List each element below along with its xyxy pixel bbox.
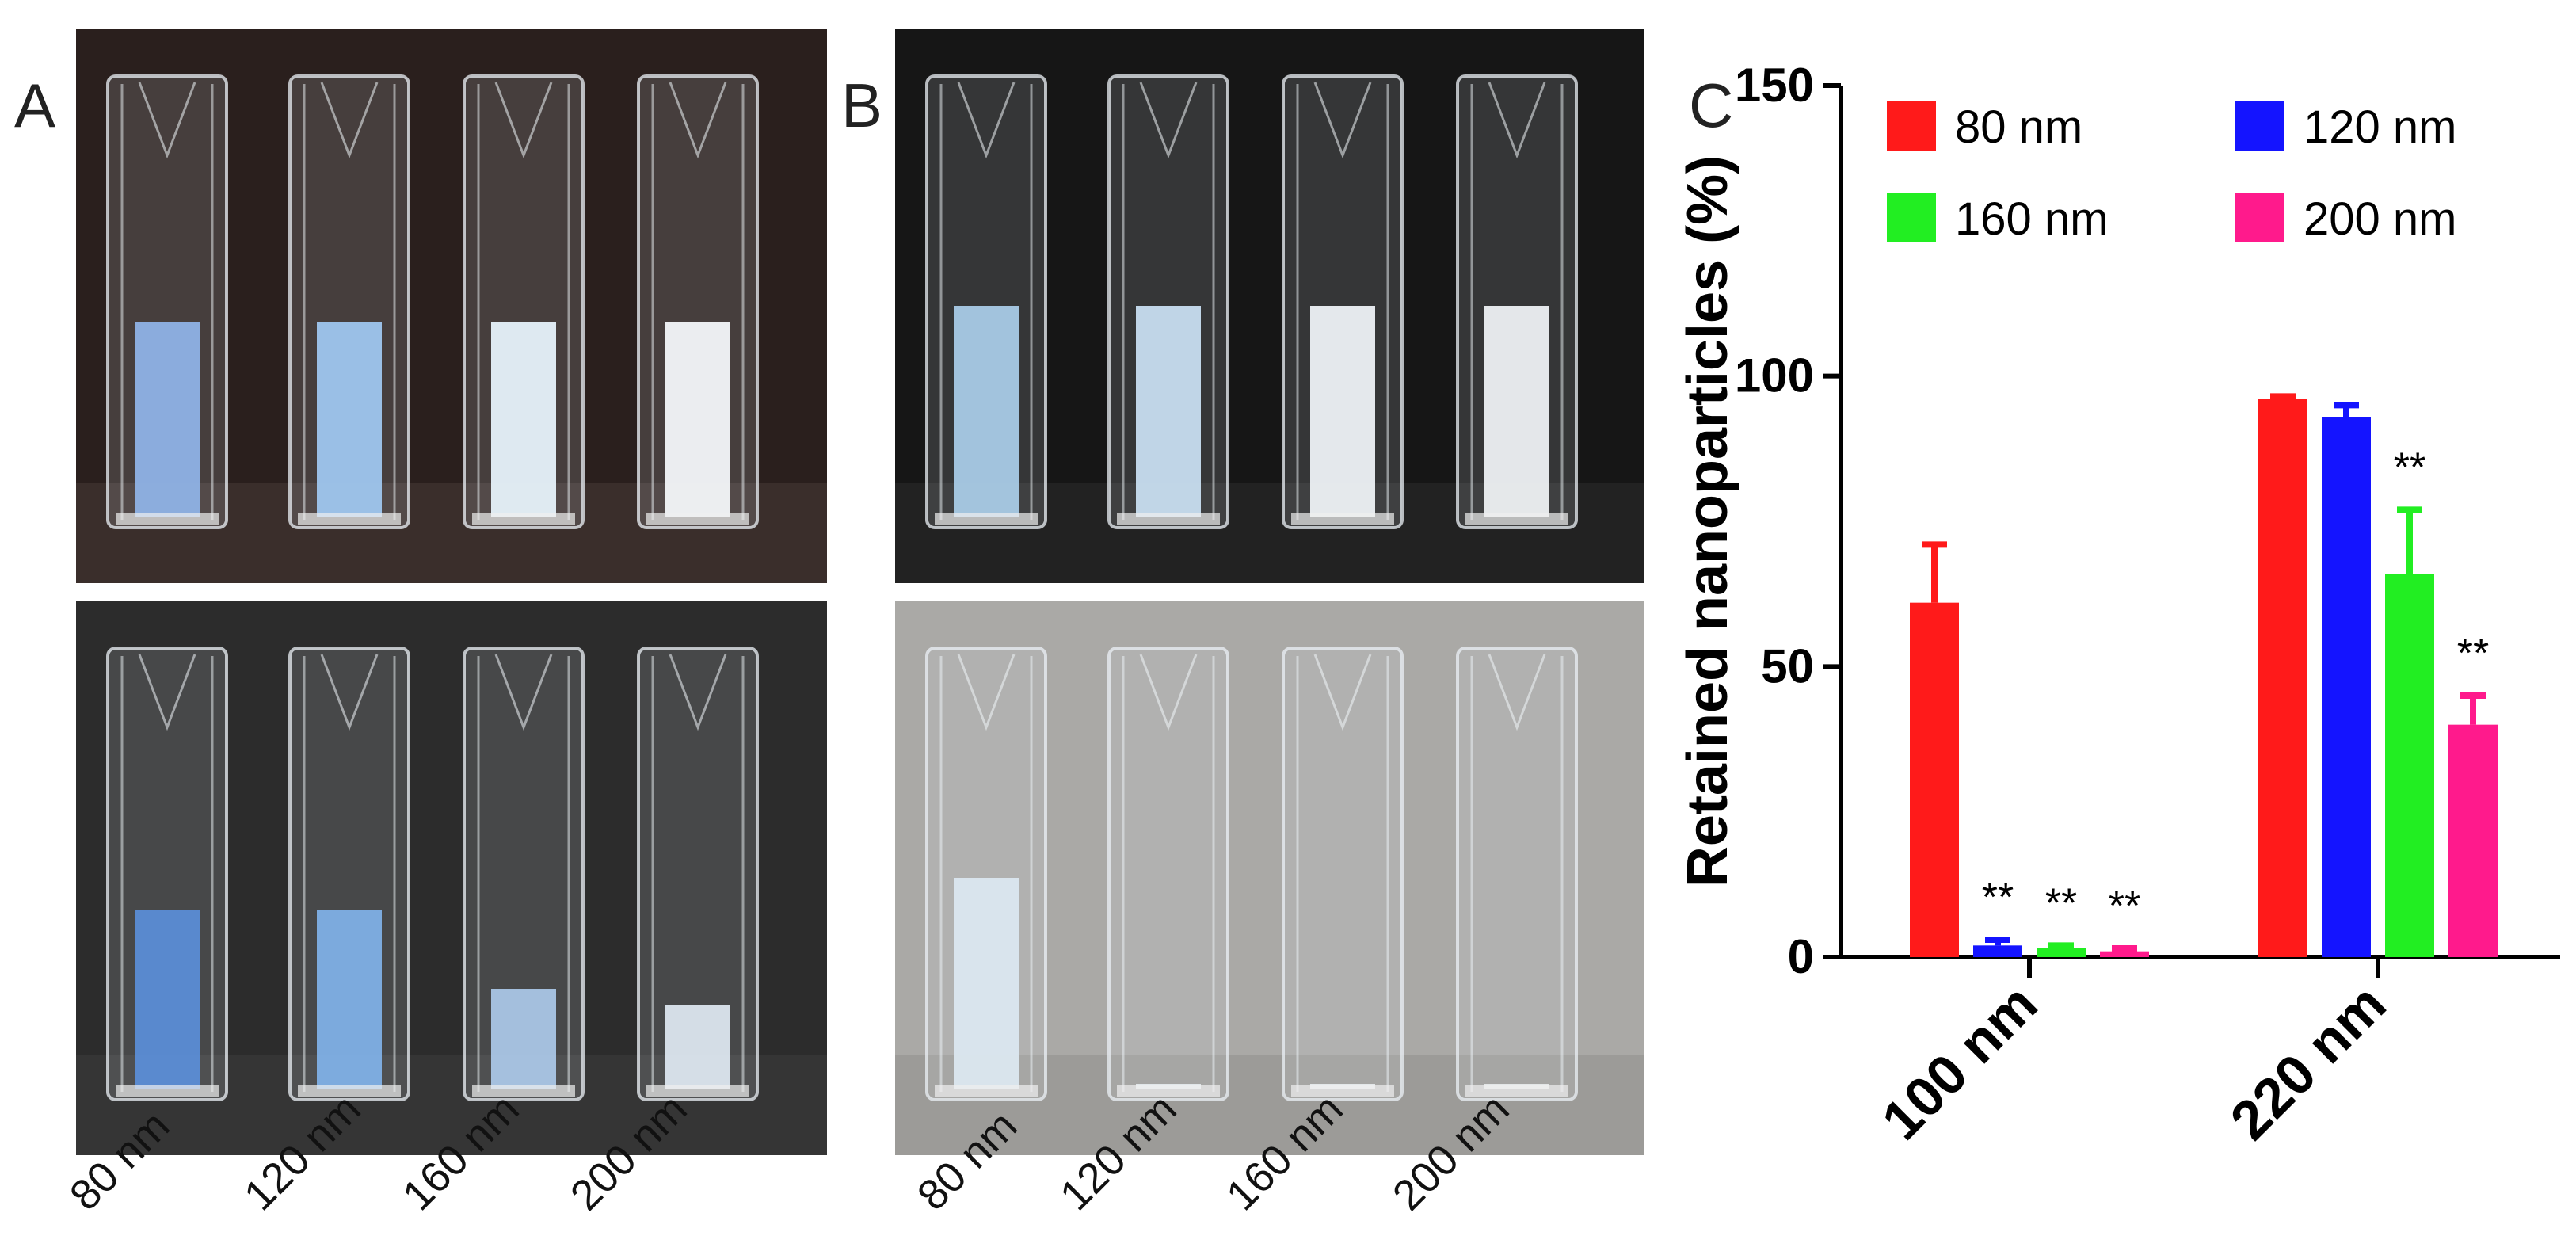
bar [1973, 945, 2022, 957]
liquid [135, 322, 200, 517]
legend-swatch [2235, 101, 2284, 151]
liquid [317, 910, 382, 1089]
significance-label: ** [2394, 444, 2425, 490]
cuvette [1107, 647, 1229, 1101]
liquid [491, 989, 556, 1089]
bar [1910, 602, 1959, 957]
legend-label: 120 nm [2304, 101, 2456, 153]
y-tick-label: 50 [1761, 639, 1814, 692]
legend-swatch [2235, 193, 2284, 242]
liquid [954, 306, 1019, 517]
cuvette [106, 647, 228, 1101]
photo-a-before [76, 29, 827, 583]
panel-a-letter: A [14, 71, 56, 140]
legend-swatch [1887, 193, 1936, 242]
y-tick-label: 0 [1788, 930, 1814, 983]
liquid [317, 322, 382, 517]
bar [2322, 417, 2371, 957]
cuvette-photo-a-after [76, 601, 827, 1155]
legend-label: 80 nm [1955, 101, 2083, 153]
x-tick-label: 100 nm [1870, 972, 2049, 1151]
cuvette [463, 74, 585, 529]
cuvette [463, 647, 585, 1101]
cuvette [1456, 74, 1578, 529]
cuvette-photo-b-after [895, 601, 1644, 1155]
significance-label: ** [2109, 883, 2140, 929]
y-tick-label: 100 [1735, 349, 1814, 402]
liquid [135, 910, 200, 1089]
cuvette-photo-a-before [76, 29, 827, 583]
panel-c-letter: C [1689, 71, 1734, 140]
bar-chart: 0 50 100 150 Retained nanoparticles (%) ** ** *… [1681, 59, 2560, 1151]
liquid [665, 1005, 730, 1089]
bar [2100, 951, 2149, 957]
cuvette [288, 647, 410, 1101]
photo-b-before [895, 29, 1644, 583]
y-tick-label: 150 [1735, 59, 1814, 112]
liquid [1484, 306, 1549, 517]
photo-b-after [895, 601, 1644, 1155]
significance-label: ** [2457, 631, 2489, 677]
significance-label: ** [1982, 875, 2014, 921]
liquid [665, 322, 730, 517]
legend-swatch [1887, 101, 1936, 151]
liquid [491, 322, 556, 517]
cuvette [637, 647, 759, 1101]
photo-a-after [76, 601, 827, 1155]
liquid [1136, 306, 1201, 517]
liquid [1310, 306, 1375, 517]
bar [2037, 948, 2086, 957]
cuvette [637, 74, 759, 529]
liquid [954, 878, 1019, 1089]
y-axis-label: Retained nanoparticles (%) [1681, 155, 1740, 887]
cuvette [1107, 74, 1229, 529]
bar [2448, 724, 2498, 957]
panel-b-letter: B [841, 71, 883, 140]
bar [2258, 399, 2307, 957]
legend-label: 160 nm [1955, 193, 2108, 245]
significance-label: ** [2045, 880, 2077, 926]
cuvette [925, 647, 1047, 1101]
cuvette [1456, 647, 1578, 1101]
cuvette-photo-b-before [895, 29, 1644, 583]
x-tick-label: 220 nm [2219, 972, 2398, 1151]
cuvette [1282, 647, 1404, 1101]
bar [2385, 574, 2434, 957]
cuvette [925, 74, 1047, 529]
cuvette [106, 74, 228, 529]
cuvette [1282, 74, 1404, 529]
cuvette [288, 74, 410, 529]
legend-label: 200 nm [2304, 193, 2456, 245]
table-surface [895, 1055, 1644, 1155]
